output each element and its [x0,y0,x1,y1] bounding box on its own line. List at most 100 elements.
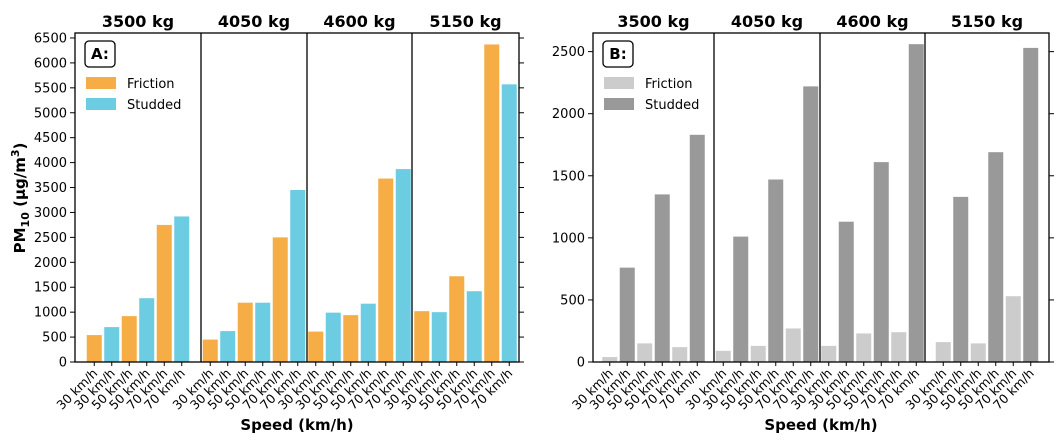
bar-studded-2-2 [733,236,749,362]
y-tick-label: 0 [59,356,67,371]
bar-friction-1-1 [86,335,102,362]
bar-studded-1-6 [174,216,190,362]
y-tick-label: 2500 [34,231,67,246]
bar-friction-4-5 [1005,296,1021,362]
bar-friction-1-1 [602,357,618,362]
bar-friction-2-1 [202,339,218,362]
bar-studded-2-2 [220,331,236,362]
bar-studded-1-6 [689,134,705,362]
bar-studded-4-2 [953,196,969,362]
y-tick-label: 500 [560,293,585,308]
bar-friction-2-3 [237,302,253,362]
bar-studded-2-4 [768,179,784,362]
y-tick-label: 1500 [34,281,67,296]
group-title: 3500 kg [617,12,689,31]
bar-friction-4-1 [414,311,430,362]
bar-friction-4-1 [935,342,951,362]
bar-studded-3-6 [908,44,924,362]
y-tick-label: 4000 [34,156,67,171]
bar-studded-1-4 [654,194,670,362]
legend-label-friction: Friction [645,77,693,92]
bar-friction-3-5 [378,178,394,362]
bar-studded-4-6 [1023,47,1039,363]
y-tick-label: 2000 [34,256,67,271]
bar-studded-2-6 [290,190,306,362]
legend-swatch-friction [86,77,116,89]
group-title: 4600 kg [836,12,908,31]
y-tick-label: 2500 [552,45,585,60]
group-title: 4050 kg [218,12,290,31]
bar-friction-3-3 [343,315,359,362]
y-axis-label-part: ) [11,143,29,150]
y-tick-label: 3000 [34,206,67,221]
y-tick-label: 0 [577,356,585,371]
panel-a: 30 km/h30 km/h50 km/h50 km/h70 km/h70 km… [34,12,524,434]
bar-friction-3-1 [821,345,837,362]
bar-friction-1-3 [121,316,137,362]
plot-frame [592,32,1050,363]
bar-studded-1-2 [104,327,120,362]
bar-friction-4-3 [449,276,465,362]
bar-friction-2-5 [785,328,801,362]
bar-studded-1-2 [619,267,635,362]
y-tick-label: 1000 [552,231,585,246]
bar-studded-3-4 [360,303,376,362]
bar-friction-1-5 [156,224,172,362]
legend-swatch-studded [604,98,634,110]
bar-friction-1-5 [672,347,688,362]
bar-friction-4-3 [970,343,986,362]
bar-studded-2-6 [803,86,819,363]
legend-label-studded: Studded [645,98,699,113]
y-tick-label: 6500 [34,31,67,46]
bar-friction-3-1 [308,331,324,362]
panel-b: 30 km/h30 km/h50 km/h50 km/h70 km/h70 km… [552,12,1054,434]
y-axis-label-part: (µg/m [11,157,29,212]
bar-friction-4-5 [484,44,500,363]
bar-studded-4-4 [988,152,1004,362]
bar-friction-2-3 [750,345,766,362]
bar-studded-3-6 [395,169,411,362]
y-axis-label-part: 10 [19,212,32,228]
y-tick-label: 6000 [34,56,67,71]
y-tick-label: 5000 [34,106,67,121]
y-axis-label-part: PM [11,227,29,253]
group-title: 3500 kg [102,12,174,31]
group-title: 4600 kg [323,12,395,31]
group-title: 4050 kg [731,12,803,31]
group-title: 5150 kg [429,12,501,31]
panel-label: A: [91,45,109,63]
y-tick-label: 1500 [552,169,585,184]
bar-friction-3-3 [856,333,872,362]
y-tick-label: 4500 [34,131,67,146]
bar-studded-4-4 [466,291,482,362]
bar-friction-3-5 [891,332,907,362]
legend-swatch-studded [86,98,116,110]
panel-label: B: [609,45,626,63]
legend-swatch-friction [604,77,634,89]
y-axis-label-part: 3 [9,150,22,158]
bar-studded-3-2 [325,312,341,362]
y-tick-label: 500 [42,331,67,346]
panel-label-box [84,40,116,68]
y-tick-label: 3500 [34,181,67,196]
bar-studded-1-4 [139,298,155,362]
bar-friction-2-1 [715,350,731,362]
bar-studded-3-2 [838,221,854,362]
bar-studded-4-2 [431,312,447,362]
y-tick-label: 1000 [34,306,67,321]
panel-label-box [602,40,634,68]
plot-frame [74,32,520,363]
bar-studded-4-6 [501,84,517,363]
y-axis-label: PM10 (µg/m3) [9,143,32,254]
y-tick-label: 5500 [34,81,67,96]
bar-friction-1-3 [637,343,653,362]
bar-studded-2-4 [255,302,271,362]
y-tick-label: 2000 [552,107,585,122]
legend-label-friction: Friction [127,77,175,92]
group-title: 5150 kg [951,12,1023,31]
legend-label-studded: Studded [127,98,181,113]
bar-friction-2-5 [272,237,288,362]
bar-studded-3-4 [873,162,889,362]
x-axis-label: Speed (km/h) [240,416,353,434]
